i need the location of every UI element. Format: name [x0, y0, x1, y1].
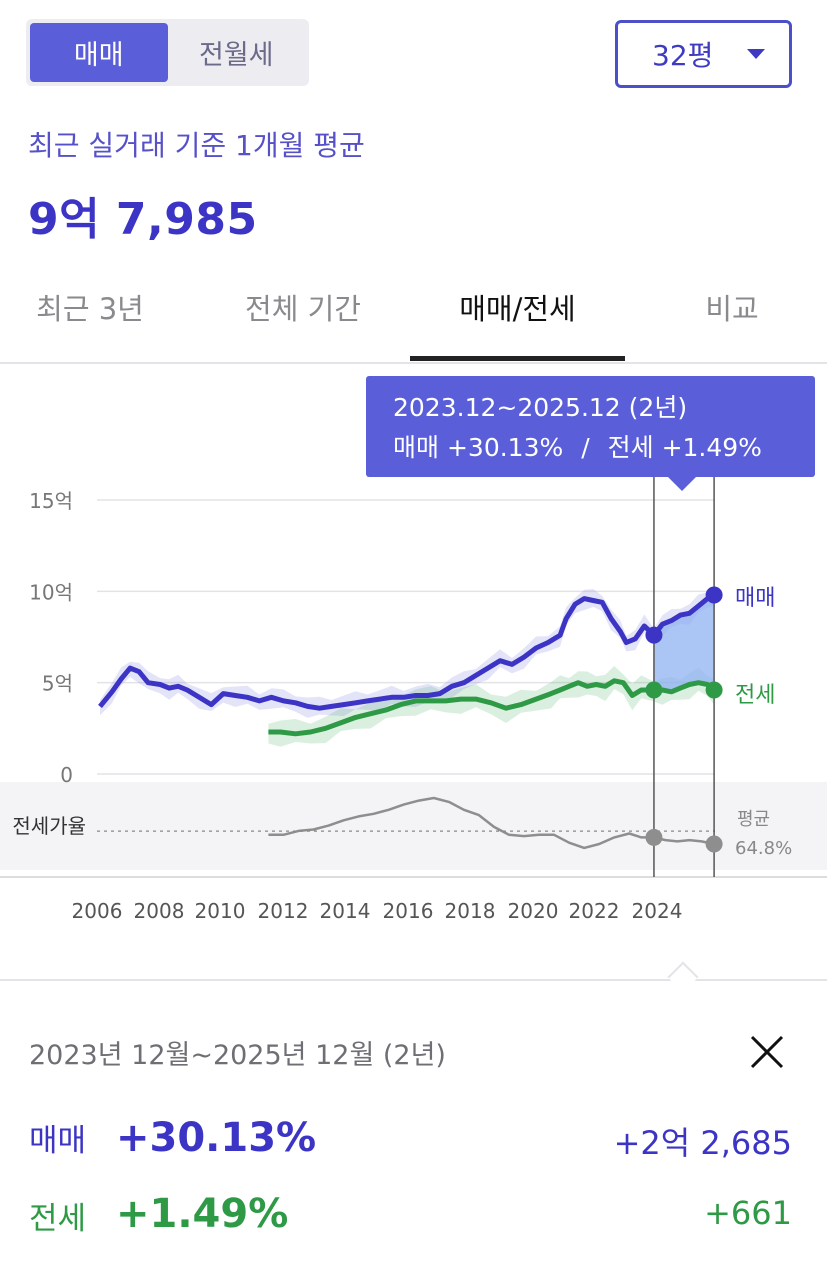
jeonse-end-point	[705, 681, 723, 699]
close-icon[interactable]	[746, 1031, 788, 1073]
selection-fill	[654, 595, 715, 692]
detail-jeonse-label: 전세	[29, 1201, 87, 1237]
ratio-average-label: 평균	[737, 809, 770, 830]
tooltip-period: 2023.12~2025.12 (2년)	[393, 393, 688, 422]
sale-line	[98, 592, 716, 711]
x-tick-label: 2014	[320, 899, 371, 923]
y-tick-label: 5억	[42, 672, 73, 696]
size-dropdown[interactable]: 32평	[615, 20, 792, 88]
jeonse-series-label: 전세	[735, 683, 775, 708]
tooltip-jeonse-label: 전세	[607, 433, 654, 462]
ratio-band-background	[0, 782, 827, 870]
ratio-end-point	[705, 835, 723, 853]
x-tick-label: 2016	[383, 899, 434, 923]
trade-type-toggle: 매매 전월세	[26, 19, 309, 86]
detail-panel: 2023년 12월~2025년 12월 (2년) 매매 +30.13% +2억 …	[0, 979, 827, 1265]
detail-sale-label: 매매	[29, 1123, 87, 1159]
trade-type-sale-button[interactable]: 매매	[30, 23, 168, 82]
size-dropdown-value: 32평	[652, 39, 714, 72]
ratio-label: 전세가율	[12, 814, 86, 838]
x-tick-label: 2006	[72, 899, 123, 923]
sale-series-label: 매매	[735, 586, 775, 611]
ratio-start-point	[645, 828, 663, 846]
y-tick-label: 0	[60, 763, 73, 787]
tooltip-jeonse-change: +1.49%	[661, 433, 762, 462]
y-tick-label: 10억	[29, 580, 73, 604]
tab-all-period[interactable]: 전체 기간	[245, 292, 361, 326]
detail-sale-abs: +2억 2,685	[613, 1124, 792, 1162]
x-tick-label: 2018	[445, 899, 496, 923]
tab-recent-3y[interactable]: 최근 3년	[36, 292, 144, 326]
price-subtitle: 최근 실거래 기준 1개월 평균	[28, 129, 365, 162]
detail-sale-pct: +30.13%	[116, 1115, 317, 1161]
tooltip-separator: /	[581, 433, 590, 462]
detail-period: 2023년 12월~2025년 12월 (2년)	[29, 1040, 446, 1071]
tab-sale-jeonse[interactable]: 매매/전세	[459, 292, 576, 326]
caret-down-icon	[747, 49, 765, 59]
sale-range-band	[100, 586, 715, 718]
tab-compare[interactable]: 비교	[705, 292, 759, 326]
tooltip-pointer	[668, 477, 696, 491]
jeonse-start-point	[645, 681, 663, 699]
ratio-average-value: 64.8%	[735, 838, 792, 859]
detail-jeonse-pct: +1.49%	[116, 1191, 289, 1237]
detail-jeonse-abs: +661	[704, 1194, 792, 1232]
x-tick-label: 2024	[632, 899, 683, 923]
y-tick-label: 15억	[29, 489, 73, 513]
x-tick-label: 2012	[258, 899, 309, 923]
sale-end-point	[705, 586, 723, 604]
period-tabs: 최근 3년 전체 기간 매매/전세 비교	[0, 268, 827, 364]
active-tab-indicator	[410, 356, 625, 361]
x-tick-label: 2008	[134, 899, 185, 923]
sale-start-point	[645, 626, 663, 644]
tooltip-sale-label: 매매	[393, 433, 440, 462]
trade-type-rent-button[interactable]: 전월세	[198, 40, 274, 71]
price-trend-chart[interactable]: 15억 10억 5억 0 2006 2008 2010 2012 2014 2016 2018 202…	[0, 364, 827, 924]
selection-tooltip: 2023.12~2025.12 (2년) 매매 +30.13% / 전세 +1.…	[366, 376, 815, 491]
x-tick-label: 2020	[508, 899, 559, 923]
x-tick-label: 2022	[569, 899, 620, 923]
tooltip-changes: 매매 +30.13% / 전세 +1.49%	[393, 428, 815, 468]
x-tick-label: 2010	[195, 899, 246, 923]
average-price: 9억 7,985	[28, 194, 258, 245]
tooltip-sale-change: +30.13%	[446, 433, 564, 462]
